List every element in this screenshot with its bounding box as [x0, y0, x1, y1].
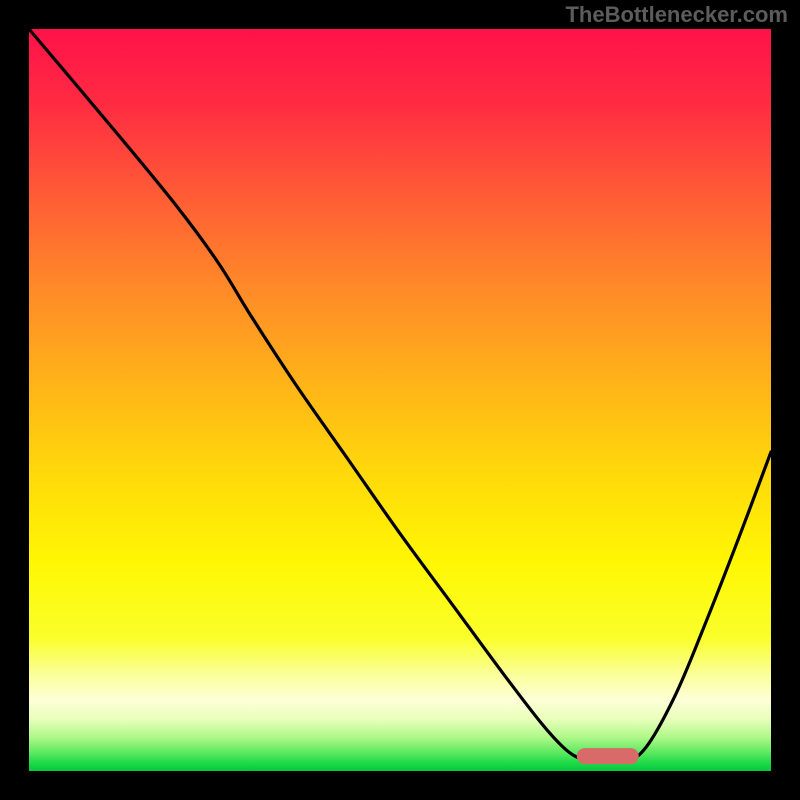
bottleneck-chart [0, 0, 800, 800]
plot-area [29, 29, 771, 771]
watermark-text: TheBottlenecker.com [565, 2, 788, 28]
optimal-marker [577, 748, 639, 764]
